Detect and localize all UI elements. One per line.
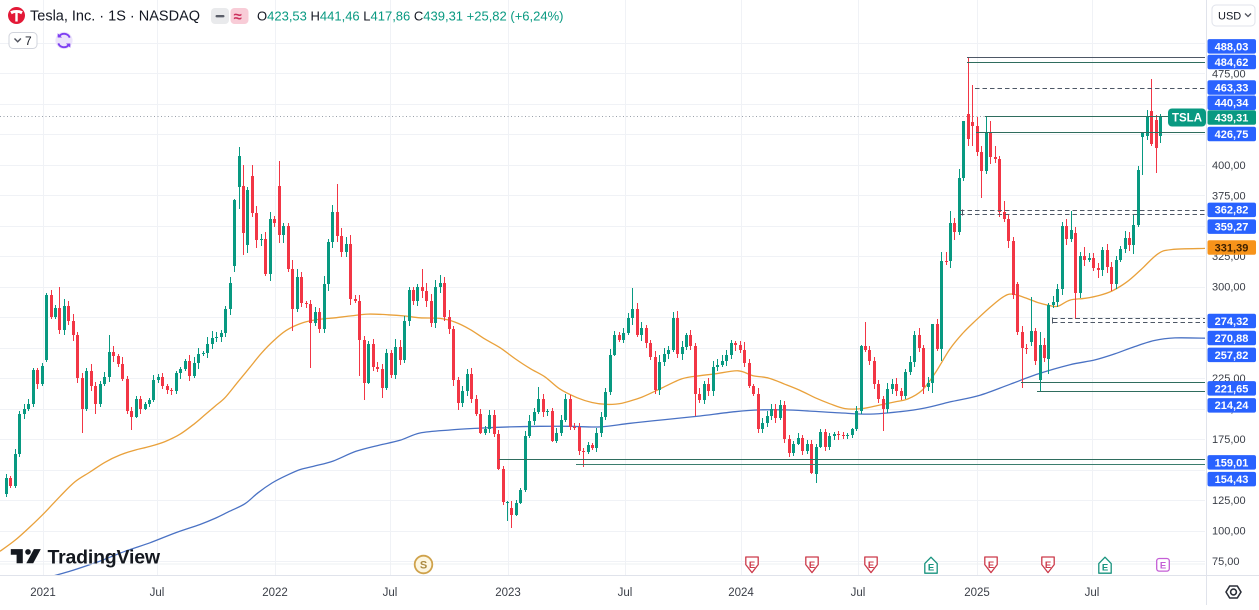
svg-text:E: E <box>1160 560 1166 571</box>
svg-text:TradingView: TradingView <box>48 546 161 568</box>
svg-text:Jul: Jul <box>851 587 866 599</box>
svg-text:274,32: 274,32 <box>1215 316 1249 328</box>
svg-text:159,01: 159,01 <box>1215 457 1249 469</box>
svg-text:175,00: 175,00 <box>1212 434 1246 446</box>
svg-text:2022: 2022 <box>262 587 288 599</box>
svg-text:214,24: 214,24 <box>1215 400 1250 412</box>
svg-text:E: E <box>988 560 994 571</box>
svg-text:75,00: 75,00 <box>1212 556 1240 568</box>
svg-text:221,65: 221,65 <box>1215 383 1249 395</box>
svg-text:125,00: 125,00 <box>1212 495 1246 507</box>
svg-text:Tesla, Inc. · 1S · NASDAQ: Tesla, Inc. · 1S · NASDAQ <box>30 9 200 25</box>
svg-text:E: E <box>749 560 755 571</box>
svg-text:375,00: 375,00 <box>1212 190 1246 202</box>
svg-text:362,82: 362,82 <box>1215 205 1249 217</box>
svg-text:2024: 2024 <box>728 587 754 599</box>
svg-text:439,31: 439,31 <box>1215 112 1249 124</box>
svg-text:Jul: Jul <box>383 587 398 599</box>
svg-text:331,39: 331,39 <box>1215 243 1249 255</box>
svg-text:E: E <box>868 560 874 571</box>
svg-text:Jul: Jul <box>1085 587 1100 599</box>
svg-text:359,27: 359,27 <box>1215 222 1249 234</box>
svg-text:E: E <box>928 563 934 574</box>
svg-text:484,62: 484,62 <box>1215 57 1249 69</box>
svg-text:154,43: 154,43 <box>1215 474 1249 486</box>
svg-text:2023: 2023 <box>495 587 521 599</box>
svg-text:100,00: 100,00 <box>1212 526 1246 538</box>
svg-text:440,34: 440,34 <box>1215 98 1250 110</box>
svg-text:488,03: 488,03 <box>1215 41 1249 53</box>
svg-text:7: 7 <box>25 34 32 48</box>
svg-text:270,88: 270,88 <box>1215 333 1249 345</box>
svg-text:USD: USD <box>1218 11 1241 23</box>
svg-text:400,00: 400,00 <box>1212 160 1246 172</box>
svg-text:≈: ≈ <box>234 9 242 26</box>
svg-text:E: E <box>1045 560 1051 571</box>
svg-text:E: E <box>1102 563 1108 574</box>
svg-text:O423,53 H441,46 L417,86 C439,3: O423,53 H441,46 L417,86 C439,31 +25,82 (… <box>257 9 564 24</box>
svg-text:Jul: Jul <box>618 587 633 599</box>
svg-text:E: E <box>809 560 815 571</box>
svg-text:2025: 2025 <box>964 587 990 599</box>
svg-text:426,75: 426,75 <box>1215 129 1249 141</box>
svg-text:Jul: Jul <box>150 587 165 599</box>
svg-text:300,00: 300,00 <box>1212 282 1246 294</box>
svg-text:S: S <box>420 560 427 572</box>
svg-text:475,00: 475,00 <box>1212 68 1246 80</box>
svg-text:257,82: 257,82 <box>1215 350 1249 362</box>
svg-text:463,33: 463,33 <box>1215 83 1249 95</box>
svg-text:TSLA: TSLA <box>1172 113 1202 125</box>
svg-text:2021: 2021 <box>30 587 56 599</box>
